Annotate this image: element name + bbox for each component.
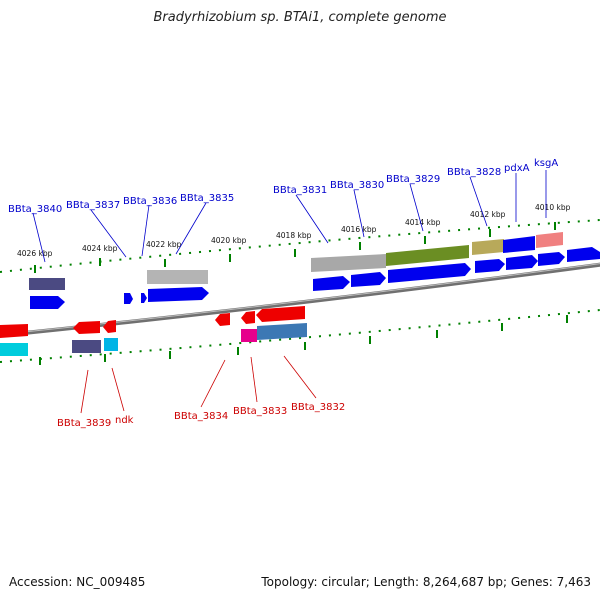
kbp-label: 4016 kbp xyxy=(341,225,377,234)
gene-arrow xyxy=(148,287,209,302)
lower-major-ticks xyxy=(39,315,568,365)
gene-label-top: BBta_3837 xyxy=(66,200,120,211)
gene-label-bottom: BBta_3839 xyxy=(57,418,111,429)
map-title: Bradyrhizobium sp. BTAi1, complete genom… xyxy=(153,10,447,25)
kbp-label: 4014 kbp xyxy=(405,218,441,227)
feature-bar xyxy=(311,254,386,272)
feature-bar xyxy=(536,232,563,248)
gene-arrow xyxy=(388,263,471,283)
reverse-features xyxy=(0,306,307,356)
lower-tick-ruler xyxy=(0,309,600,363)
feature-bar xyxy=(147,270,208,284)
kbp-label: 4020 kbp xyxy=(211,236,247,245)
gene-label-bottom: BBta_3833 xyxy=(233,406,287,417)
topology-text: Topology: circular; Length: 8,264,687 bp… xyxy=(261,575,591,589)
kbp-label: 4026 kbp xyxy=(17,249,53,258)
kbp-label: 4024 kbp xyxy=(82,244,118,253)
gene-label-bottom: BBta_3834 xyxy=(174,411,228,422)
gene-arrow xyxy=(124,293,133,304)
gene-label-top: pdxA xyxy=(504,163,530,174)
gene-arrow xyxy=(313,276,350,291)
gene-arrow xyxy=(0,324,28,338)
gene-arrow xyxy=(30,296,65,309)
feature-bar xyxy=(241,329,257,342)
gene-arrow xyxy=(351,272,386,287)
top-leader-lines xyxy=(32,170,547,263)
gene-arrow xyxy=(567,247,600,262)
gene-label-top: BBta_3829 xyxy=(386,174,440,185)
accession-text: Accession: NC_009485 xyxy=(9,575,146,589)
gene-arrow xyxy=(475,259,505,273)
gene-arrow xyxy=(141,293,147,303)
gene-label-top: BBta_3831 xyxy=(273,185,327,196)
gene-arrow xyxy=(538,252,565,266)
gene-arrow xyxy=(241,311,255,324)
feature-bar xyxy=(0,343,28,356)
gene-arrow xyxy=(103,320,116,333)
feature-bar xyxy=(472,239,504,255)
kbp-label: 4022 kbp xyxy=(146,240,182,249)
upper-tick-ruler xyxy=(0,219,600,273)
gene-arrow xyxy=(256,306,305,322)
gene-label-bottom: BBta_3832 xyxy=(291,402,345,413)
gene-label-top: BBta_3835 xyxy=(180,193,234,204)
gene-arrow xyxy=(215,313,230,326)
feature-bar xyxy=(386,245,469,266)
gene-label-bottom: ndk xyxy=(115,415,134,426)
gene-arrow xyxy=(503,236,535,253)
kbp-label: 4018 kbp xyxy=(276,231,312,240)
gene-arrow xyxy=(73,321,100,334)
feature-bar xyxy=(104,338,118,351)
forward-features xyxy=(29,232,600,309)
gene-label-top: BBta_3830 xyxy=(330,180,384,191)
gene-label-top: BBta_3836 xyxy=(123,196,177,207)
bottom-leader-lines xyxy=(80,355,317,414)
gene-label-top: BBta_3840 xyxy=(8,204,62,215)
gene-label-top: ksgA xyxy=(534,158,558,169)
kbp-label: 4010 kbp xyxy=(535,203,571,212)
feature-bar xyxy=(257,323,307,340)
feature-bar xyxy=(72,340,101,353)
gene-arrow xyxy=(506,255,538,270)
feature-bar xyxy=(29,278,65,290)
kbp-label: 4012 kbp xyxy=(470,210,506,219)
upper-major-ticks xyxy=(34,222,556,273)
gene-label-top: BBta_3828 xyxy=(447,167,501,178)
